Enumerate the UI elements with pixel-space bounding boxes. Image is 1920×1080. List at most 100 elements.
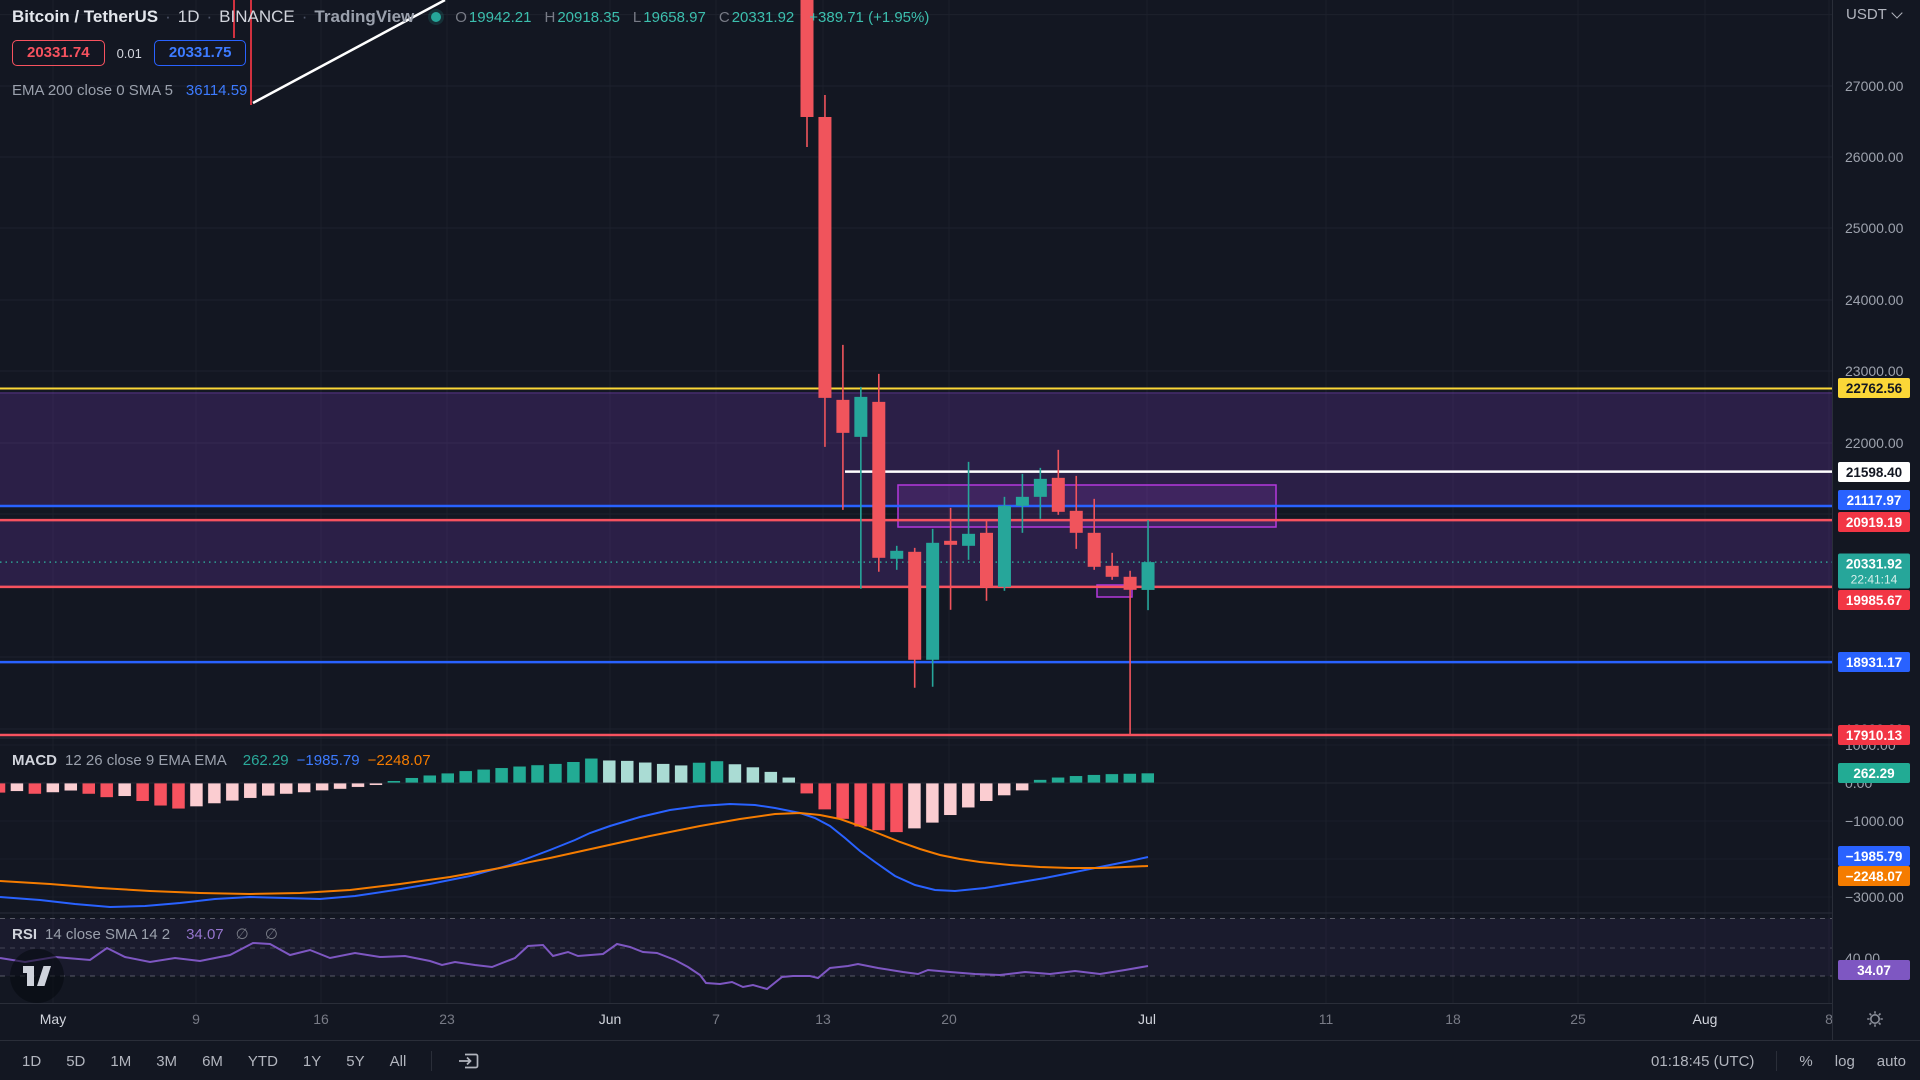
separator: ·: [301, 7, 308, 26]
range-button-3m[interactable]: 3M: [156, 1052, 178, 1070]
log-scale-button[interactable]: log: [1834, 1052, 1855, 1070]
time-axis-tick: 8: [1825, 1011, 1833, 1027]
macd-line: [0, 802, 1149, 909]
rsi-value: 34.07: [186, 925, 224, 943]
chevron-down-icon: [1891, 7, 1903, 19]
sell-button[interactable]: 20331.74: [12, 40, 105, 66]
price-axis-label: 25000.00: [1845, 220, 1904, 236]
level-badge-red-mid[interactable]: 19985.67: [1838, 590, 1910, 610]
open-value: 19942.21: [468, 8, 532, 26]
level-badge-red-upper[interactable]: 20919.19: [1838, 512, 1910, 532]
time-axis-tick: 13: [815, 1011, 831, 1027]
high-value: 20918.35: [557, 8, 620, 26]
price-scale[interactable]: USDT 27000.00 26000.00 25000.00 24000.00 230…: [1832, 0, 1920, 1040]
level-badge-yellow[interactable]: 22762.56: [1838, 378, 1910, 398]
buy-button[interactable]: 20331.75: [153, 40, 247, 66]
range-button-1y[interactable]: 1Y: [302, 1052, 322, 1070]
currency-label: USDT: [1846, 6, 1887, 23]
price-axis-label: 24000.00: [1845, 292, 1904, 308]
time-axis-tick: Aug: [1692, 1011, 1718, 1027]
trendline-drawings: [233, 0, 446, 105]
range-button-1d[interactable]: 1D: [22, 1052, 42, 1070]
level-badge-blue-lower[interactable]: 18931.17: [1838, 652, 1910, 672]
macd-signal-value: −2248.07: [367, 752, 431, 769]
market-status-icon[interactable]: [431, 12, 442, 22]
divider: [431, 1051, 433, 1071]
time-axis-tick: Jul: [1138, 1011, 1156, 1027]
price-axis-label: 23000.00: [1845, 363, 1904, 379]
quote-row: 20331.74 0.01 20331.75: [12, 40, 247, 66]
range-button-ytd[interactable]: YTD: [247, 1052, 278, 1070]
time-scale[interactable]: May 9 16 23 Jun 7 13 20 Jul 11 18 25 Aug 8: [0, 1003, 1833, 1041]
level-badge-red-lower[interactable]: 17910.13: [1838, 725, 1910, 745]
tv-logo-icon: [23, 966, 51, 986]
time-axis-tick: 25: [1570, 1011, 1586, 1027]
range-button-all[interactable]: All: [389, 1052, 407, 1070]
symbol-name[interactable]: Bitcoin / TetherUS: [12, 7, 159, 26]
spread-value: 0.01: [116, 45, 142, 61]
macd-axis-label: −3000.00: [1845, 889, 1904, 905]
macd-axis-label: −1000.00: [1845, 813, 1904, 829]
date-range-switcher: 1D 5D 1M 3M 6M YTD 1Y 5Y All: [0, 1050, 481, 1072]
ema-value: 36114.59: [185, 82, 248, 99]
separator: ·: [165, 7, 171, 26]
close-value: 20331.92: [731, 8, 795, 26]
ema-legend[interactable]: EMA 200 close 0 SMA 5 36114.59: [12, 82, 247, 99]
time-axis-tick: 16: [313, 1011, 329, 1027]
macd-name: MACD: [12, 752, 57, 769]
separator: ·: [206, 7, 213, 26]
macd-histogram: [0, 758, 1832, 833]
low-value: 19658.97: [643, 8, 706, 26]
auto-scale-button[interactable]: auto: [1876, 1052, 1906, 1070]
time-axis-tick: 11: [1318, 1011, 1334, 1027]
price-axis-label: 22000.00: [1845, 435, 1904, 451]
bottom-toolbar: 1D 5D 1M 3M 6M YTD 1Y 5Y All 01:18:45 (UTC) % lo…: [0, 1040, 1920, 1080]
tradingview-logo-watermark: [10, 949, 64, 1003]
time-axis-tick: 23: [439, 1011, 455, 1027]
macd-signal-line: [0, 811, 1149, 896]
level-badge-blue-upper[interactable]: 21117.97: [1838, 490, 1910, 510]
scale-settings-gear-icon[interactable]: [1864, 1008, 1886, 1035]
macd-legend[interactable]: MACD 12 26 close 9 EMA EMA 262.29 −1985.…: [12, 752, 431, 769]
divider: [1776, 1051, 1778, 1071]
macd-line-badge[interactable]: −1985.79: [1838, 846, 1910, 866]
horizontal-level-lines: [0, 387, 1832, 737]
clock-utc[interactable]: 01:18:45 (UTC): [1651, 1052, 1755, 1070]
range-button-5y[interactable]: 5Y: [346, 1052, 365, 1070]
exchange-label[interactable]: BINANCE: [219, 7, 295, 26]
level-badge-white[interactable]: 21598.40: [1838, 462, 1910, 482]
currency-unit-selector[interactable]: USDT: [1846, 6, 1903, 23]
current-price-badge[interactable]: 20331.92 22:41:14: [1838, 553, 1910, 589]
rsi-empty-values: ∅ ∅: [235, 926, 284, 943]
interval-label[interactable]: 1D: [177, 7, 200, 26]
macd-params: 12 26 close 9 EMA EMA: [65, 752, 227, 769]
bar-countdown: 22:41:14: [1850, 572, 1898, 587]
percent-scale-button[interactable]: %: [1799, 1052, 1813, 1070]
ohlc-readout: O 19942.21 H 20918.35 L 19658.97 C 20331.92 …: [455, 8, 930, 26]
range-button-6m[interactable]: 6M: [202, 1052, 223, 1070]
current-price-value: 20331.92: [1845, 556, 1903, 572]
pane-separators: [0, 737, 1920, 914]
candlestick-series: [800, 0, 1155, 735]
rsi-value-badge[interactable]: 34.07: [1838, 960, 1910, 980]
macd-hist-value: 262.29: [242, 752, 289, 769]
symbol-header[interactable]: Bitcoin / TetherUS · 1D · BINANCE · Trad…: [12, 7, 929, 27]
macd-signal-badge[interactable]: −2248.07: [1838, 866, 1910, 886]
macd-hist-badge[interactable]: 262.29: [1838, 763, 1910, 783]
rsi-params: 14 close SMA 14 2: [45, 925, 171, 943]
rsi-legend[interactable]: RSI 14 close SMA 14 2 34.07 ∅ ∅: [12, 925, 284, 944]
price-axis-label: 27000.00: [1845, 78, 1904, 94]
toolbar-right: 01:18:45 (UTC) % log auto: [1651, 1051, 1920, 1071]
rsi-name: RSI: [12, 925, 38, 943]
go-to-date-icon[interactable]: [457, 1050, 481, 1072]
time-axis-tick: 18: [1445, 1011, 1461, 1027]
range-button-5d[interactable]: 5D: [66, 1052, 86, 1070]
brand-label: TradingView: [314, 7, 415, 26]
rsi-plot: [0, 918, 1832, 991]
time-axis-tick: 7: [712, 1011, 720, 1027]
time-axis-tick: Jun: [598, 1011, 622, 1027]
ema-params: EMA 200 close 0 SMA 5: [12, 82, 173, 99]
range-button-1m[interactable]: 1M: [110, 1052, 132, 1070]
